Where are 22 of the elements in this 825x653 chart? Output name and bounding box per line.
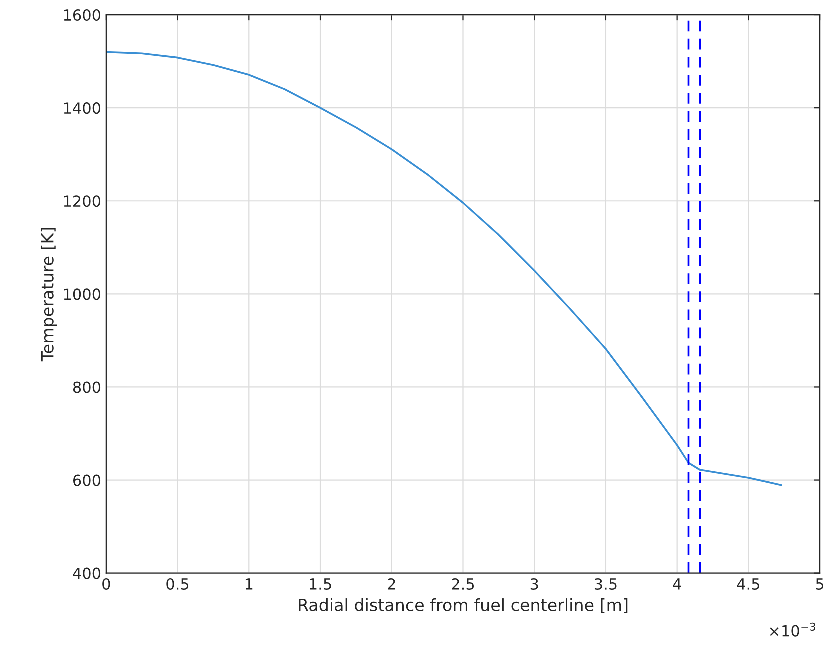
y-tick-label: 400 bbox=[73, 568, 101, 580]
y-axis-title: Temperature [K] bbox=[40, 228, 58, 362]
line-series bbox=[106, 51, 782, 486]
x-tick-label: 2 bbox=[388, 578, 396, 590]
x-tick-label: 0 bbox=[102, 578, 110, 590]
y-tick-label: 1600 bbox=[64, 9, 101, 22]
x-tick-label: 1.5 bbox=[310, 578, 332, 590]
x-tick-label: 4 bbox=[673, 578, 682, 590]
y-tick-label: 1200 bbox=[64, 196, 101, 208]
x-tick-label: 5 bbox=[816, 578, 824, 590]
x-tick-label: 0.5 bbox=[166, 578, 189, 590]
x-tick-label: 3.5 bbox=[594, 578, 617, 590]
y-tick-label: 1000 bbox=[64, 288, 101, 300]
text: ×10$^{−3}$ bbox=[770, 622, 816, 637]
y-tick-label: 800 bbox=[73, 382, 101, 394]
x-tick-label: 3 bbox=[530, 578, 538, 590]
x-tick-label: 1 bbox=[246, 578, 253, 590]
y-tick-label: 600 bbox=[73, 474, 101, 486]
x-tick-label: 2.5 bbox=[452, 578, 474, 590]
x-axis-title: Radial distance from fuel centerline [m] bbox=[299, 598, 628, 614]
y-tick-label: 1400 bbox=[64, 102, 101, 114]
x-tick-label: 4.5 bbox=[737, 578, 760, 590]
